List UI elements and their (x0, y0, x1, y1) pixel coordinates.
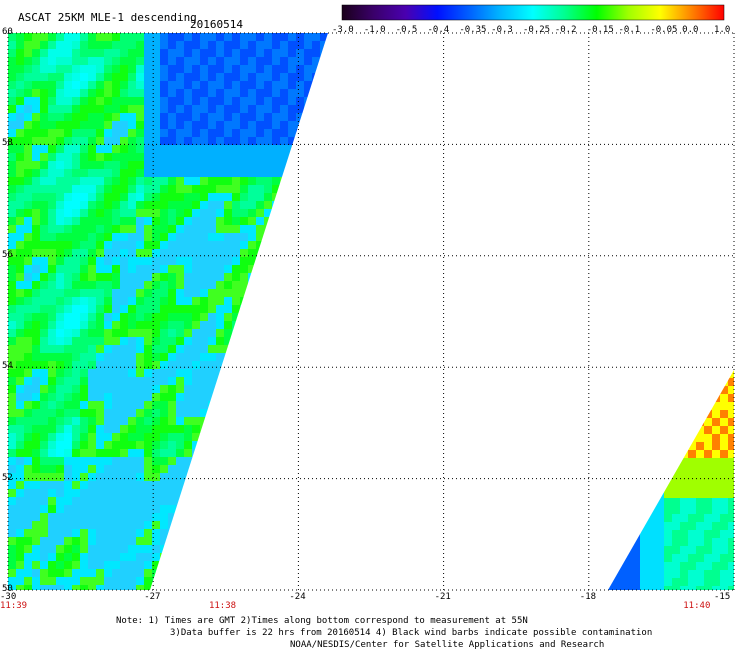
chart-date: 20160514 (190, 18, 243, 31)
colorbar (341, 4, 725, 21)
note-line-1: Note: 1) Times are GMT 2)Times along bot… (116, 616, 528, 626)
swath-right (608, 370, 734, 590)
lat-tick-label: 52 (2, 472, 13, 483)
time-label: 11:39 (0, 601, 28, 611)
note-line-2: 3)Data buffer is 22 hrs from 20160514 4)… (170, 628, 653, 638)
lon-tick-label: -15 (714, 592, 731, 602)
colorbar-tick-label: -0.35 (459, 25, 487, 35)
colorbar-tick-label: -0.4 (427, 25, 450, 35)
time-label: 11:38 (208, 601, 237, 611)
colorbar-tick-label: -1.0 (363, 25, 386, 35)
swath-left (8, 33, 328, 590)
lat-tick-label: 60 (2, 27, 13, 37)
colorbar-tick-label: -0.25 (523, 25, 551, 35)
colorbar-tick-label: 0.0 (682, 25, 699, 35)
colorbar-tick-label: -0.05 (650, 25, 678, 35)
lon-tick-label: -21 (434, 592, 451, 602)
colorbar-tick-label: -0.1 (618, 25, 641, 35)
colorbar-tick-label: -0.2 (554, 25, 577, 35)
lat-tick-label: 58 (2, 138, 13, 149)
lon-tick-label: -27 (144, 592, 161, 602)
lon-tick-label: -24 (289, 592, 306, 602)
colorbar-gradient (341, 4, 725, 21)
colorbar-tick-label: -0.5 (395, 25, 418, 35)
time-label: 11:40 (683, 601, 711, 611)
lat-tick-label: 54 (2, 361, 13, 372)
lon-tick-label: -30 (0, 592, 17, 602)
colorbar-tick-label: -0.3 (491, 25, 513, 35)
chart-title: ASCAT 25KM MLE-1 descending (18, 11, 197, 24)
colorbar-tick-label: 1.0 (714, 25, 731, 35)
colorbar-tick-label: -3.0 (332, 25, 354, 35)
lat-tick-label: 50 (2, 584, 13, 594)
lon-tick-label: -18 (579, 592, 597, 602)
lat-tick-label: 56 (2, 249, 13, 260)
note-line-3: NOAA/NESDIS/Center for Satellite Applica… (290, 640, 605, 650)
colorbar-tick-label: -0.15 (586, 25, 614, 35)
